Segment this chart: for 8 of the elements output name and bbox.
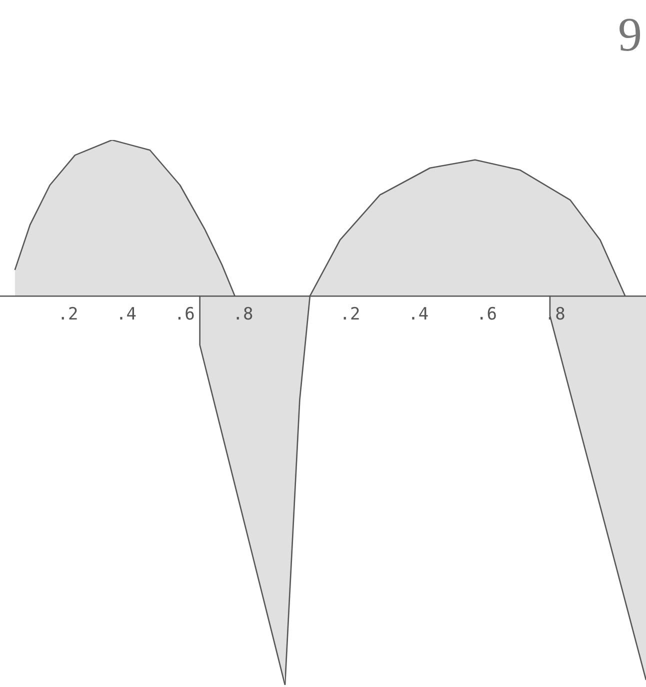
x-tick-label: .6 (174, 304, 195, 325)
x-tick-label: .6 (476, 304, 497, 325)
x-tick-label: .4 (116, 304, 137, 325)
x-tick-label: .8 (232, 304, 254, 325)
x-tick-label: .2 (340, 304, 360, 325)
text: 9 (618, 8, 642, 62)
x-tick-label: .2 (58, 304, 78, 325)
x-tick-label: .4 (408, 304, 429, 325)
